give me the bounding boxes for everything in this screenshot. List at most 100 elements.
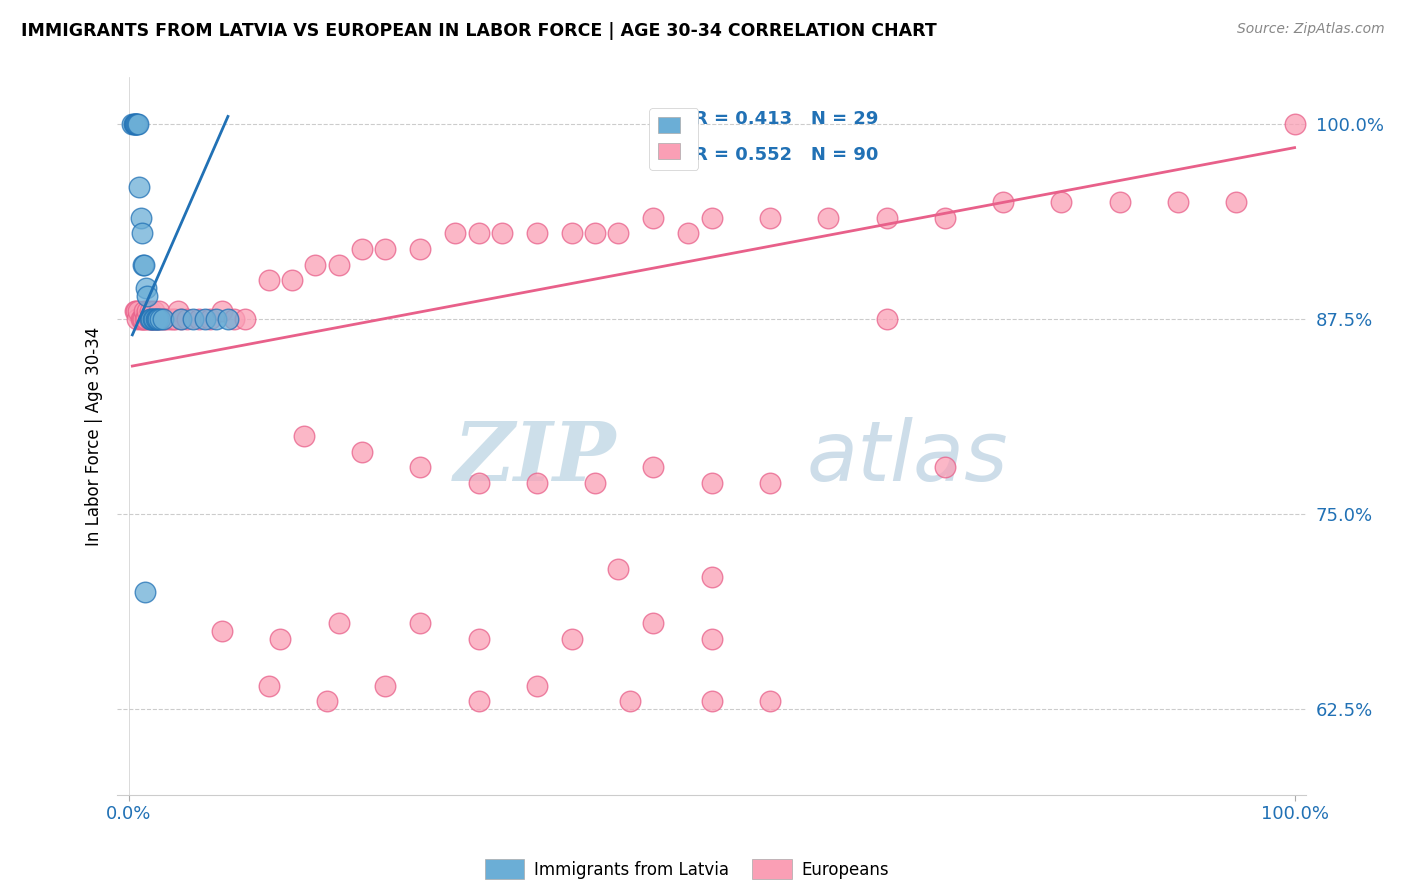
Text: ZIP: ZIP (454, 417, 617, 498)
Text: R = 0.413   N = 29: R = 0.413 N = 29 (695, 110, 879, 128)
Point (678, 227, 700, 241)
Point (700, 569, 723, 583)
Point (1108, 195, 1130, 210)
Point (235, 312, 257, 326)
Point (491, 227, 513, 241)
Point (934, 211, 956, 225)
Point (143, 312, 166, 326)
Point (127, 117, 149, 131)
Point (165, 312, 187, 326)
Text: Immigrants from Latvia: Immigrants from Latvia (534, 861, 730, 879)
Point (759, 694, 782, 708)
Text: R = 0.552   N = 90: R = 0.552 N = 90 (695, 145, 879, 163)
Y-axis label: In Labor Force | Age 30-34: In Labor Force | Age 30-34 (86, 326, 103, 546)
Point (700, 211, 723, 225)
Point (142, 312, 165, 326)
Point (700, 632, 723, 646)
Point (281, 273, 304, 287)
Point (217, 312, 239, 326)
Point (134, 585, 156, 599)
Point (643, 616, 665, 631)
Point (155, 312, 177, 326)
Point (135, 281, 157, 295)
Point (136, 289, 159, 303)
Point (1225, 195, 1247, 210)
Point (139, 312, 162, 326)
Point (170, 312, 193, 326)
Point (292, 429, 315, 443)
Point (526, 227, 548, 241)
Point (561, 632, 583, 646)
Point (131, 312, 153, 326)
Point (121, 117, 143, 131)
Point (132, 304, 155, 318)
Point (138, 312, 160, 326)
Point (607, 562, 630, 576)
Point (934, 460, 956, 475)
Point (142, 312, 165, 326)
Point (619, 694, 641, 708)
Point (759, 211, 782, 225)
Point (607, 227, 630, 241)
Point (162, 312, 184, 326)
Point (561, 227, 583, 241)
Point (127, 304, 149, 318)
Point (269, 632, 291, 646)
Point (643, 211, 665, 225)
Point (205, 312, 228, 326)
Text: IMMIGRANTS FROM LATVIA VS EUROPEAN IN LABOR FORCE | AGE 30-34 CORRELATION CHART: IMMIGRANTS FROM LATVIA VS EUROPEAN IN LA… (21, 22, 936, 40)
Point (526, 679, 548, 693)
Point (141, 312, 163, 326)
Legend: , : , (650, 108, 699, 169)
Point (146, 312, 169, 326)
Point (146, 312, 169, 326)
Point (316, 694, 339, 708)
Point (194, 312, 217, 326)
Point (125, 304, 148, 318)
Point (149, 312, 172, 326)
Point (131, 227, 153, 241)
Point (170, 312, 193, 326)
Point (876, 211, 898, 225)
Point (409, 460, 432, 475)
Point (150, 312, 173, 326)
Point (166, 304, 188, 318)
Point (132, 312, 155, 326)
Point (134, 312, 156, 326)
Point (125, 312, 148, 326)
Point (145, 312, 167, 326)
Point (211, 624, 233, 639)
Point (257, 679, 280, 693)
Point (583, 476, 606, 491)
Point (176, 312, 198, 326)
Point (1167, 195, 1189, 210)
Point (145, 312, 167, 326)
Point (328, 258, 350, 272)
Text: Source: ZipAtlas.com: Source: ZipAtlas.com (1237, 22, 1385, 37)
Point (152, 312, 174, 326)
Point (139, 312, 162, 326)
Point (1050, 195, 1073, 210)
Point (139, 304, 162, 318)
Point (759, 476, 782, 491)
Point (135, 312, 157, 326)
Point (304, 258, 326, 272)
Point (139, 312, 162, 326)
Point (128, 179, 150, 194)
Point (125, 117, 148, 131)
Point (991, 195, 1014, 210)
Point (817, 211, 839, 225)
Point (876, 312, 898, 326)
Point (222, 312, 245, 326)
Point (257, 273, 280, 287)
Point (148, 304, 170, 318)
Point (181, 312, 204, 326)
Point (583, 227, 606, 241)
Point (132, 258, 155, 272)
Text: Europeans: Europeans (801, 861, 889, 879)
Point (409, 242, 432, 256)
Point (444, 227, 467, 241)
Point (350, 242, 373, 256)
Point (700, 694, 723, 708)
Point (467, 632, 489, 646)
